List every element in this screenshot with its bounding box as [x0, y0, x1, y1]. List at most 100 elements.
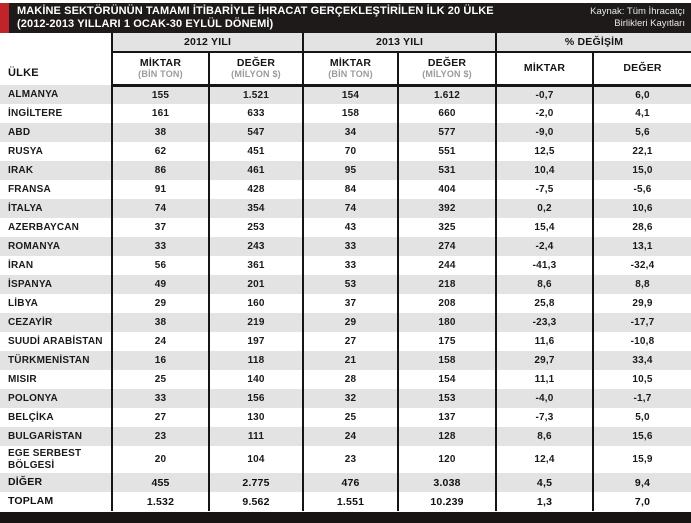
value-cell-change-value: -1,7: [592, 389, 691, 408]
table-row: AZERBAYCAN 37 253 43 325 15,4 28,6: [0, 218, 691, 237]
value-cell-change-value: 28,6: [592, 218, 691, 237]
value-cell-2012-value: 547: [207, 123, 304, 142]
table-row: TOPLAM 1.532 9.562 1.551 10.239 1,3 7,0: [0, 492, 691, 511]
country-cell: DİĞER: [8, 476, 43, 489]
value-cell-2013-quantity: 32: [302, 389, 399, 408]
column-header-2012-value: DEĞER (MİLYON $): [207, 52, 304, 87]
country-cell: AZERBAYCAN: [8, 221, 80, 233]
value-cell-2013-value: 154: [397, 370, 497, 389]
value-cell-2013-value: 208: [397, 294, 497, 313]
column-label: MİKTAR: [139, 57, 182, 70]
country-cell: İSPANYA: [8, 278, 53, 290]
country-cell: SUUDİ ARABİSTAN: [8, 335, 103, 347]
report-title: MAKİNE SEKTÖRÜNÜN TAMAMI İTİBARİYLE İHRA…: [9, 3, 590, 33]
column-unit: (MİLYON $): [422, 69, 472, 80]
value-cell-2013-value: 244: [397, 256, 497, 275]
value-cell-2012-value: 1.521: [207, 85, 304, 104]
value-cell-2013-value: 577: [397, 123, 497, 142]
column-label: DEĞER: [623, 62, 662, 75]
country-cell: MISIR: [8, 373, 37, 385]
value-cell-change-quantity: -9,0: [495, 123, 594, 142]
source-note: Kaynak: Tüm İhracatçı Birlikleri Kayıtla…: [590, 3, 691, 33]
value-cell-2013-value: 660: [397, 104, 497, 123]
table-row: İSPANYA 49 201 53 218 8,6 8,8: [0, 275, 691, 294]
country-cell: ABD: [8, 126, 31, 138]
title-bar: MAKİNE SEKTÖRÜNÜN TAMAMI İTİBARİYLE İHRA…: [0, 3, 691, 33]
country-cell: EGE SERBEST BÖLGESİ: [8, 448, 82, 471]
value-cell-change-quantity: 8,6: [495, 427, 594, 446]
table-row: ABD 38 547 34 577 -9,0 5,6: [0, 123, 691, 142]
table-row: EGE SERBEST BÖLGESİ 20 104 23 120 12,4 1…: [0, 446, 691, 473]
country-cell: ROMANYA: [8, 240, 61, 252]
value-cell-2012-value: 361: [207, 256, 304, 275]
table-row: CEZAYİR 38 219 29 180 -23,3 -17,7: [0, 313, 691, 332]
column-header-2013-value: DEĞER (MİLYON $): [397, 52, 497, 87]
value-cell-2012-value: 2.775: [207, 473, 304, 492]
value-cell-2012-quantity: 20: [111, 446, 209, 473]
country-cell: BULGARİSTAN: [8, 430, 83, 442]
value-cell-2013-quantity: 27: [302, 332, 399, 351]
table-row: ROMANYA 33 243 33 274 -2,4 13,1: [0, 237, 691, 256]
value-cell-2012-quantity: 38: [111, 313, 209, 332]
country-cell: IRAK: [8, 164, 34, 176]
value-cell-2013-quantity: 53: [302, 275, 399, 294]
value-cell-change-quantity: 12,4: [495, 446, 594, 473]
value-cell-2013-value: 137: [397, 408, 497, 427]
value-cell-2012-value: 118: [207, 351, 304, 370]
value-cell-2012-value: 219: [207, 313, 304, 332]
column-unit: (MİLYON $): [231, 69, 281, 80]
value-cell-2012-value: 461: [207, 161, 304, 180]
footer-bar: [0, 512, 691, 523]
value-cell-change-quantity: 15,4: [495, 218, 594, 237]
value-cell-change-quantity: -41,3: [495, 256, 594, 275]
table-row: LİBYA 29 160 37 208 25,8 29,9: [0, 294, 691, 313]
value-cell-2012-quantity: 74: [111, 199, 209, 218]
value-cell-2013-value: 551: [397, 142, 497, 161]
value-cell-2012-value: 156: [207, 389, 304, 408]
column-header-change-value: DEĞER: [592, 52, 691, 87]
value-cell-change-quantity: -2,4: [495, 237, 594, 256]
column-header-2013-quantity: MİKTAR (BİN TON): [302, 52, 399, 87]
value-cell-change-value: -5,6: [592, 180, 691, 199]
value-cell-change-value: 6,0: [592, 85, 691, 104]
column-label: DEĞER: [427, 57, 467, 70]
value-cell-2012-value: 130: [207, 408, 304, 427]
value-cell-2013-quantity: 1.551: [302, 492, 399, 511]
value-cell-change-value: 9,4: [592, 473, 691, 492]
value-cell-change-value: 33,4: [592, 351, 691, 370]
country-cell: ALMANYA: [8, 88, 59, 100]
value-cell-2013-value: 158: [397, 351, 497, 370]
value-cell-change-quantity: 11,6: [495, 332, 594, 351]
value-cell-change-quantity: 25,8: [495, 294, 594, 313]
table-row: ALMANYA 155 1.521 154 1.612 -0,7 6,0: [0, 85, 691, 104]
value-cell-2013-value: 392: [397, 199, 497, 218]
value-cell-2012-quantity: 33: [111, 237, 209, 256]
value-cell-2013-quantity: 24: [302, 427, 399, 446]
value-cell-2012-quantity: 27: [111, 408, 209, 427]
country-cell: İRAN: [8, 259, 34, 271]
country-cell: CEZAYİR: [8, 316, 53, 328]
value-cell-2013-value: 531: [397, 161, 497, 180]
value-cell-2012-quantity: 38: [111, 123, 209, 142]
value-cell-change-quantity: -2,0: [495, 104, 594, 123]
value-cell-change-quantity: 29,7: [495, 351, 594, 370]
country-cell: POLONYA: [8, 392, 58, 404]
table-header: ÜLKE 2012 YILI 2013 YILI % DEĞİŞİM MİKTA…: [0, 33, 691, 87]
value-cell-2013-value: 1.612: [397, 85, 497, 104]
value-cell-2013-quantity: 84: [302, 180, 399, 199]
value-cell-2013-quantity: 158: [302, 104, 399, 123]
table-body: ALMANYA 155 1.521 154 1.612 -0,7 6,0 İNG…: [0, 85, 691, 511]
value-cell-change-value: 10,6: [592, 199, 691, 218]
value-cell-2012-value: 428: [207, 180, 304, 199]
country-cell: İTALYA: [8, 202, 43, 214]
table-row: TÜRKMENİSTAN 16 118 21 158 29,7 33,4: [0, 351, 691, 370]
value-cell-change-value: 10,5: [592, 370, 691, 389]
table-row: BELÇİKA 27 130 25 137 -7,3 5,0: [0, 408, 691, 427]
value-cell-2012-quantity: 16: [111, 351, 209, 370]
value-cell-2013-quantity: 25: [302, 408, 399, 427]
value-cell-2012-value: 140: [207, 370, 304, 389]
value-cell-2012-quantity: 49: [111, 275, 209, 294]
value-cell-2012-quantity: 86: [111, 161, 209, 180]
value-cell-2013-quantity: 95: [302, 161, 399, 180]
